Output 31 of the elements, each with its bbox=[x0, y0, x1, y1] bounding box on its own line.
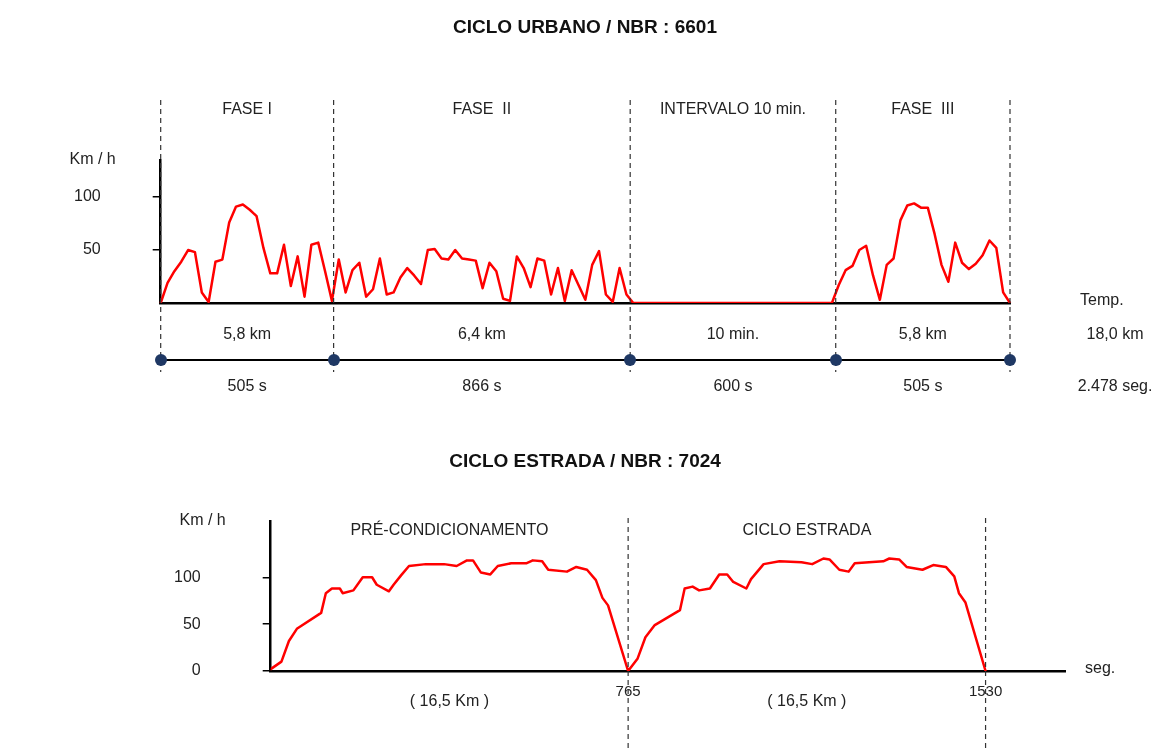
y-tick-label: 50 bbox=[82, 240, 101, 258]
annotation: PRÉ-CONDICIONAMENTO bbox=[350, 520, 549, 539]
text: FASE I bbox=[222, 100, 273, 118]
text: 2.478 seg. bbox=[1077, 377, 1153, 395]
y-axis-title: Km / h bbox=[69, 150, 116, 168]
text: ( 16,5 Km ) bbox=[409, 692, 489, 710]
x-axis-title: seg. bbox=[1085, 659, 1116, 677]
text: ( 16,5 Km ) bbox=[767, 692, 847, 710]
text: 6,4 km bbox=[457, 325, 506, 343]
text: 10 min. bbox=[706, 325, 760, 343]
text: FASE II bbox=[452, 100, 512, 118]
y-axis-title: Km / h bbox=[179, 511, 226, 529]
chart-title: CICLO URBANO / NBR : 6601 bbox=[453, 16, 718, 38]
y-tick-label: 50 bbox=[182, 614, 201, 632]
text: 866 s bbox=[462, 377, 502, 395]
y-tick-label: 0 bbox=[191, 661, 201, 679]
x-tick-label: 1530 bbox=[968, 682, 1003, 700]
text: 5,8 km bbox=[898, 325, 947, 343]
text: 5,8 km bbox=[223, 325, 272, 343]
chart-title: CICLO ESTRADA / NBR : 7024 bbox=[449, 450, 722, 472]
y-tick-label: 100 bbox=[73, 187, 101, 205]
x-axis-title: Temp. bbox=[1080, 291, 1124, 309]
text: INTERVALO 10 min. bbox=[659, 100, 807, 118]
annotation: CICLO ESTRADA bbox=[742, 521, 872, 539]
text: 505 s bbox=[903, 377, 943, 395]
text: FASE III bbox=[891, 100, 955, 118]
y-tick-label: 100 bbox=[173, 567, 201, 585]
text: 505 s bbox=[227, 377, 267, 395]
text: 600 s bbox=[713, 377, 753, 395]
x-tick-label: 765 bbox=[615, 682, 641, 700]
text: 18,0 km bbox=[1086, 325, 1144, 343]
